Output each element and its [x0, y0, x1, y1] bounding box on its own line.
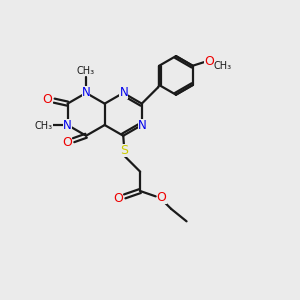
Text: N: N	[119, 86, 128, 99]
Text: CH₃: CH₃	[35, 121, 53, 130]
Text: O: O	[204, 55, 214, 68]
Text: O: O	[113, 192, 123, 205]
Text: N: N	[63, 118, 72, 131]
Text: O: O	[62, 136, 72, 149]
Text: S: S	[120, 143, 128, 157]
Text: CH₃: CH₃	[214, 61, 232, 71]
Text: N: N	[82, 86, 91, 99]
Text: O: O	[43, 93, 52, 106]
Text: CH₃: CH₃	[76, 66, 94, 76]
Text: O: O	[157, 191, 166, 204]
Text: N: N	[138, 119, 147, 132]
